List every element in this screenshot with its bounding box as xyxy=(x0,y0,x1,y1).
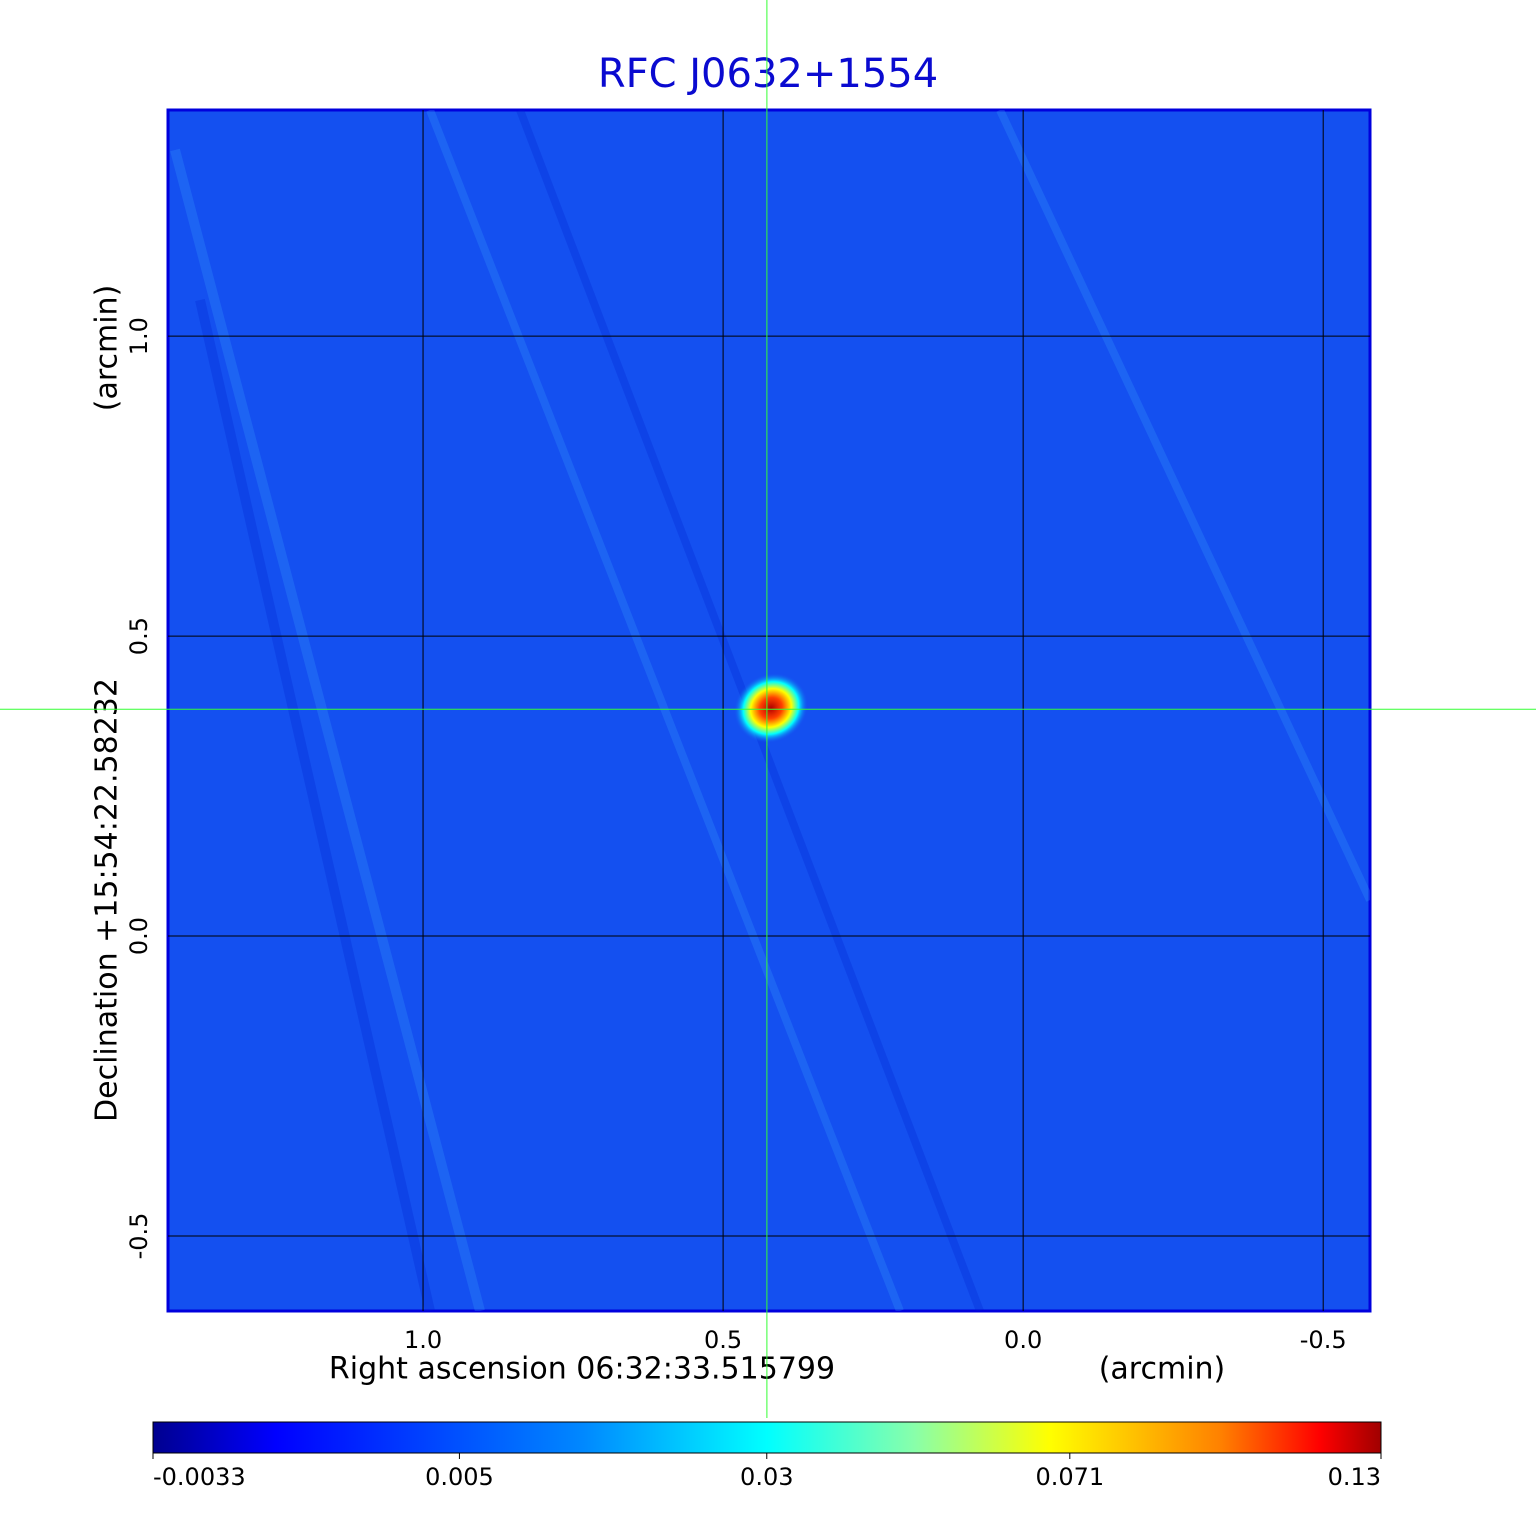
chart-title: RFC J0632+1554 xyxy=(598,51,938,97)
y-axis-label: Declination +15:54:22.58232 xyxy=(90,678,125,1122)
colorbar-tick-label: -0.0033 xyxy=(153,1463,246,1491)
x-tick-label: 0.0 xyxy=(1004,1326,1042,1354)
x-tick-label: 1.0 xyxy=(404,1326,442,1354)
colorbar-tick-label: 0.13 xyxy=(1328,1463,1381,1491)
colorbar-tick-label: 0.03 xyxy=(740,1463,793,1491)
x-axis-label: Right ascension 06:32:33.515799 xyxy=(329,1352,835,1387)
y-axis-unit: (arcmin) xyxy=(90,285,125,412)
y-tick-label: 0.5 xyxy=(125,617,153,655)
colorbar-tick-label: 0.005 xyxy=(425,1463,494,1491)
y-tick-label: -0.5 xyxy=(125,1213,153,1260)
x-axis-unit: (arcmin) xyxy=(1099,1352,1226,1387)
y-tick-label: 0.0 xyxy=(125,917,153,955)
x-tick-label: 0.5 xyxy=(704,1326,742,1354)
colorbar-tick-label: 0.071 xyxy=(1035,1463,1104,1491)
y-tick-label: 1.0 xyxy=(125,317,153,355)
source xyxy=(733,672,809,744)
colorbar xyxy=(152,1421,1382,1454)
x-tick-label: -0.5 xyxy=(1300,1326,1347,1354)
